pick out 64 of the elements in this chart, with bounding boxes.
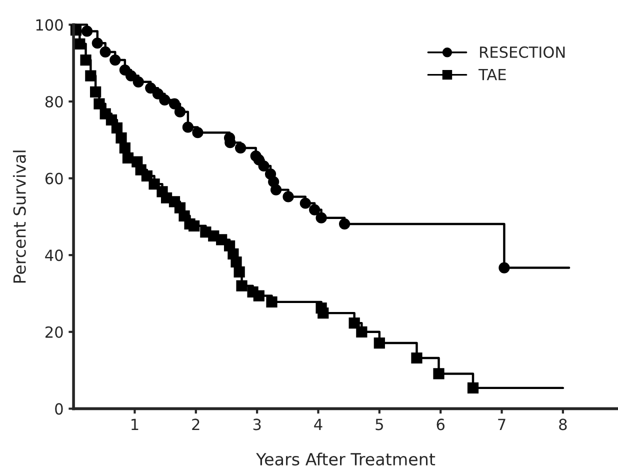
x-tick-label: 2 (192, 418, 200, 430)
point (374, 337, 385, 349)
point (92, 38, 103, 49)
x-tick-label: 7 (498, 418, 506, 430)
point (148, 178, 160, 190)
x-tick-label: 1 (132, 418, 138, 430)
point (338, 218, 350, 230)
point (85, 70, 96, 82)
point (258, 160, 270, 172)
point (132, 76, 144, 88)
point (316, 212, 327, 224)
point (348, 318, 360, 329)
x-tick-label: 4 (314, 418, 322, 430)
y-tick-label: 20 (46, 326, 63, 338)
point (411, 352, 422, 364)
x-tick-label: 3 (253, 418, 261, 430)
point (81, 26, 93, 37)
point (119, 142, 130, 154)
x-tick-label: 5 (376, 418, 383, 430)
point (159, 94, 170, 106)
point (90, 86, 102, 98)
point (74, 38, 86, 50)
point (234, 266, 245, 278)
point (318, 308, 329, 319)
point (282, 191, 294, 202)
legend-label: RESECTION (480, 46, 565, 58)
point (309, 204, 320, 216)
point (125, 70, 137, 82)
point (80, 54, 92, 66)
point (253, 290, 264, 302)
x-tick-label: 8 (559, 418, 567, 430)
point (116, 132, 127, 144)
point (236, 280, 248, 292)
y-tick-label: 40 (45, 250, 63, 262)
point (111, 122, 123, 134)
x-axis-title: Years After Treatment (256, 452, 436, 466)
point (230, 256, 242, 268)
point (234, 142, 246, 154)
point (270, 184, 282, 196)
legend-label: TAE (478, 69, 506, 80)
point (188, 220, 200, 232)
y-axis-title: Percent Survival (12, 150, 26, 283)
point (300, 198, 311, 209)
point (94, 98, 105, 110)
point (192, 127, 204, 138)
y-tick-label: 100 (36, 19, 63, 31)
point (152, 88, 164, 100)
y-tick-label: 80 (45, 96, 63, 108)
point (141, 170, 153, 182)
point (356, 326, 368, 338)
point (467, 382, 479, 394)
point (216, 234, 228, 246)
point (174, 106, 186, 118)
y-tick-label: 60 (45, 172, 63, 184)
point (168, 98, 180, 110)
point (110, 54, 121, 66)
point (145, 82, 156, 94)
point (182, 122, 194, 133)
x-tick-label: 6 (436, 418, 444, 430)
point (433, 368, 444, 380)
y-tick-label: 0 (55, 403, 63, 415)
point (266, 296, 278, 308)
point (100, 46, 111, 58)
point (498, 262, 510, 274)
